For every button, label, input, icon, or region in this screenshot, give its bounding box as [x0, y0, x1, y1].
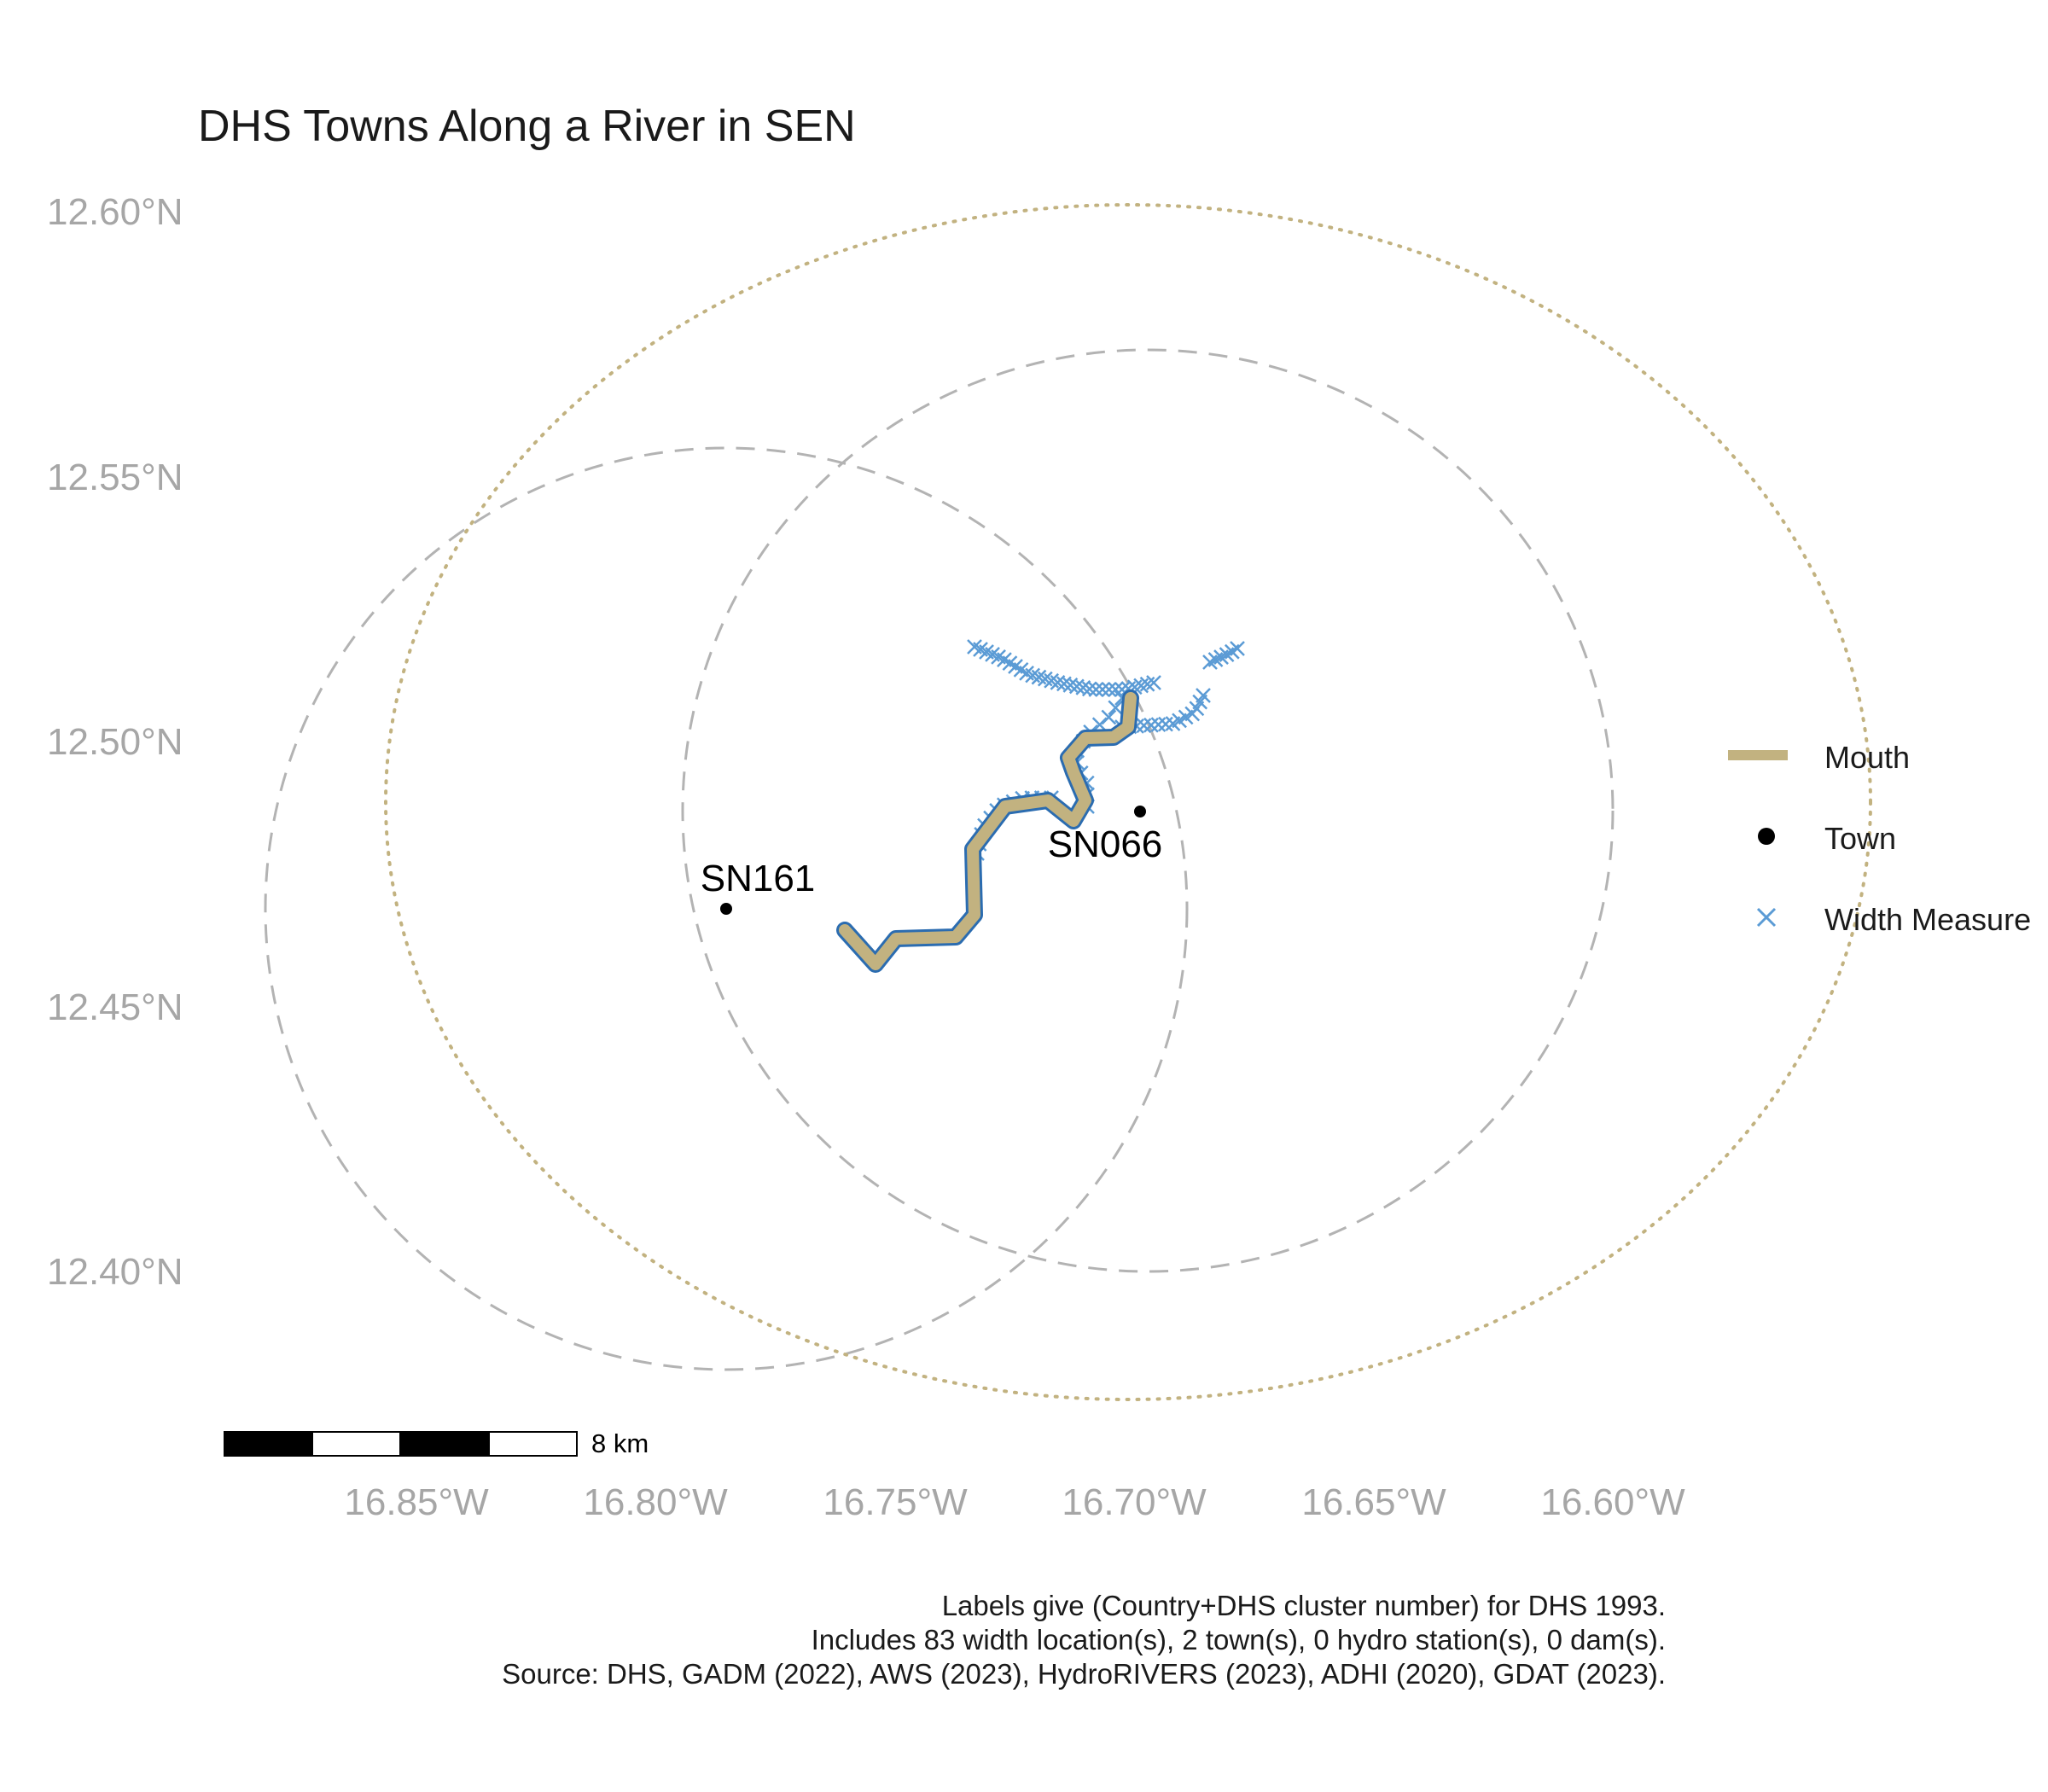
caption-line-1: Labels give (Country+DHS cluster number)… — [941, 1590, 1666, 1621]
width-measure-marker — [1146, 675, 1161, 690]
width-measure-marker — [1230, 641, 1245, 656]
scale-bar — [224, 1431, 578, 1457]
legend-label-mouth: Mouth — [1824, 740, 1911, 775]
width-measure-marker — [1158, 716, 1173, 732]
width-measure-marker — [1196, 688, 1211, 703]
width-measure-marker — [1101, 709, 1117, 725]
lat-tick-label-1245: 12.45°N — [47, 986, 183, 1028]
lat-tick-label-1255: 12.55°N — [47, 457, 183, 498]
lat-tick-label-1240: 12.40°N — [47, 1251, 183, 1293]
width-measure-marker — [1095, 682, 1110, 697]
legend-label-town: Town — [1824, 821, 1897, 856]
lon-tick-label-1665: 16.65°W — [1301, 1481, 1446, 1523]
caption-line-2: Includes 83 width location(s), 2 town(s)… — [811, 1624, 1666, 1655]
width-measure-marker — [1108, 682, 1124, 697]
town-label-sn161: SN161 — [701, 858, 816, 899]
width-measure-marker — [1150, 717, 1167, 733]
town-point-sn161 — [720, 903, 732, 915]
width-measure-marker — [1088, 682, 1104, 697]
scale-bar-segment-1 — [224, 1431, 313, 1457]
caption-line-3: Source: DHS, GADM (2022), AWS (2023), Hy… — [502, 1658, 1666, 1690]
lat-tick-label-1260: 12.60°N — [47, 191, 183, 233]
caption: Labels give (Country+DHS cluster number)… — [502, 1589, 1666, 1691]
legend-label-width: Width Measure — [1824, 902, 2032, 937]
town-point-sn066 — [1134, 806, 1146, 817]
width-measure-marker — [1108, 700, 1124, 716]
lon-tick-label-1660: 16.60°W — [1540, 1481, 1685, 1523]
river-mouth-line — [839, 692, 1137, 970]
towns: SN161 SN066 — [701, 806, 1163, 915]
buffer-circle-town-sn066 — [681, 348, 1615, 1273]
width-measure-marker — [1081, 681, 1097, 697]
width-measure-marker — [1101, 682, 1117, 697]
river — [836, 689, 1139, 973]
town-dot-icon — [1758, 828, 1775, 845]
scale-bar-segment-3 — [399, 1431, 490, 1457]
scale-bar-segment-4 — [488, 1431, 578, 1457]
lon-tick-label-1670: 16.70°W — [1062, 1481, 1207, 1523]
map-title: DHS Towns Along a River in SEN — [198, 102, 856, 151]
lon-tick-label-1675: 16.75°W — [823, 1481, 968, 1523]
scale-bar-segment-2 — [311, 1431, 401, 1457]
buffer-circle-river — [384, 203, 1872, 1401]
width-cross-icon — [1756, 907, 1777, 928]
lat-tick-label-1250: 12.50°N — [47, 721, 183, 763]
lon-tick-label-1685: 16.85°W — [344, 1481, 489, 1523]
lon-tick-label-1680: 16.80°W — [583, 1481, 728, 1523]
mouth-line-icon — [1728, 750, 1788, 760]
legend-item-width: Width Measure — [1724, 892, 2031, 943]
buffer-circles — [264, 203, 1872, 1401]
legend-item-town: Town — [1724, 811, 2031, 862]
buffer-circle-town-sn161 — [264, 446, 1189, 1371]
scale-bar-label: 8 km — [591, 1428, 649, 1458]
legend-item-mouth: Mouth — [1724, 730, 2031, 781]
town-label-sn066: SN066 — [1048, 823, 1163, 865]
